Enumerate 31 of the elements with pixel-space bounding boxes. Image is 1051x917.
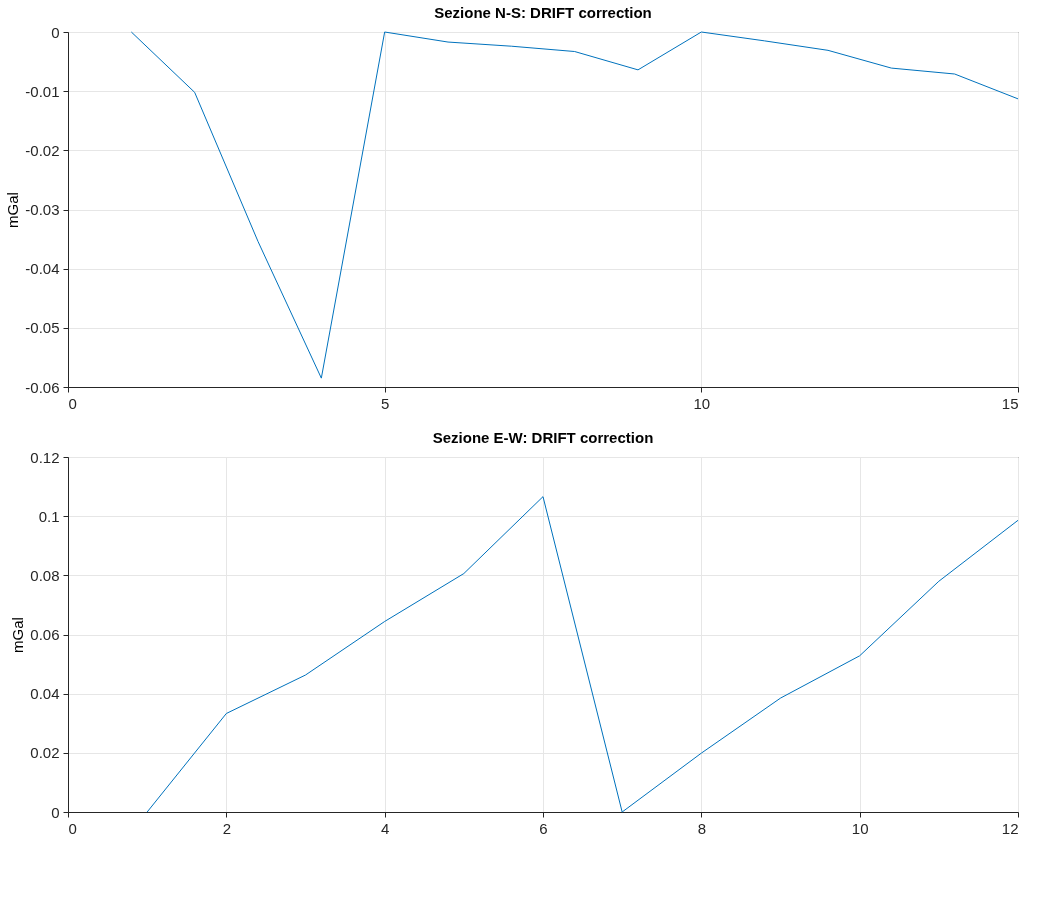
x-tick-label: 4 [380, 819, 390, 837]
x-tick-label: 5 [380, 394, 390, 412]
x-tick-label: 2 [222, 819, 232, 837]
y-tick-label: 0.12 [30, 448, 60, 466]
line-series [130, 31, 1019, 379]
y-tick-label: 0.1 [38, 507, 60, 525]
chart-title: Sezione E-W: DRIFT correction [432, 429, 654, 446]
y-tick-label: 0.08 [30, 566, 60, 584]
x-tick-label: 6 [539, 819, 548, 837]
y-tick-label: 0 [51, 23, 60, 41]
x-tick-label: 0 [68, 819, 77, 837]
x-tick-label: 12 [1001, 819, 1019, 837]
y-tick-label: 0.06 [30, 626, 60, 643]
y-tick-label: -0.05 [25, 319, 60, 337]
y-tick-label: -0.01 [25, 82, 60, 100]
x-tick-label: 15 [1001, 394, 1019, 412]
y-tick-label: -0.02 [25, 141, 60, 159]
y-tick-label: 0.02 [30, 744, 60, 762]
x-tick-label: 8 [697, 819, 707, 837]
x-tick-label: 10 [693, 394, 711, 412]
y-tick-label: -0.04 [25, 260, 60, 278]
x-tick-label: 10 [851, 819, 869, 837]
line-series [146, 496, 1019, 813]
y-tick-label: 0.04 [30, 685, 60, 703]
y-tick-label: -0.06 [25, 378, 60, 396]
x-tick-label: 0 [68, 394, 77, 412]
y-tick-label: 0 [51, 803, 60, 821]
y-axis-title: mGal [4, 192, 22, 228]
y-axis-title: mGal [9, 617, 27, 653]
chart-title: Sezione N-S: DRIFT correction [434, 4, 652, 21]
y-tick-label: -0.03 [25, 201, 60, 218]
